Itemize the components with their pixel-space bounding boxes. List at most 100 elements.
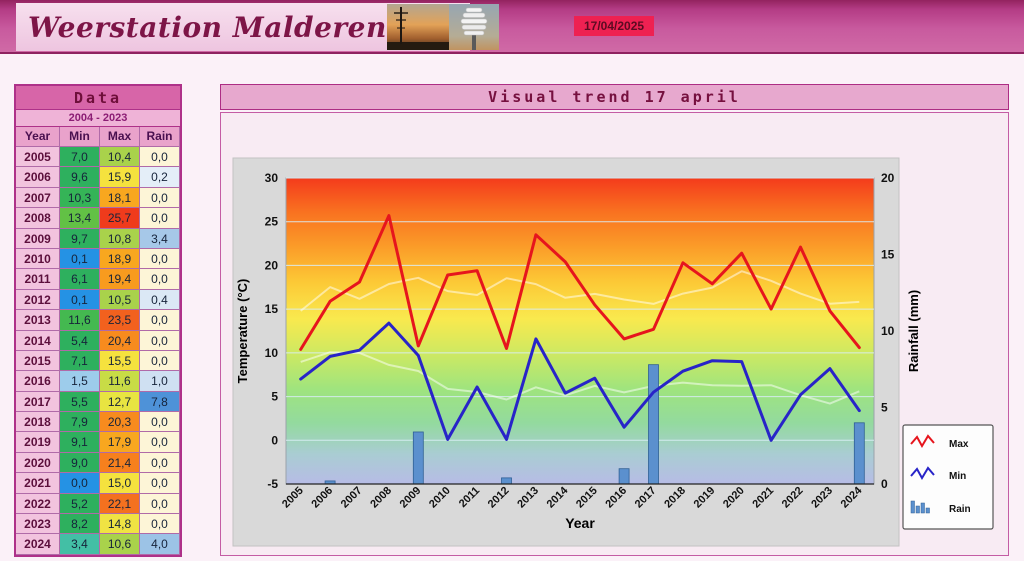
year-cell: 2015 [16, 350, 60, 372]
min-temp-cell: 13,4 [60, 208, 100, 229]
svg-text:-5: -5 [267, 477, 278, 491]
svg-text:30: 30 [265, 171, 279, 185]
max-temp-cell: 22,1 [100, 493, 140, 515]
svg-text:25: 25 [265, 215, 279, 229]
column-header-rain: Rain [140, 127, 180, 146]
min-temp-cell: 8,2 [60, 514, 100, 535]
legend-rain-label: Rain [949, 504, 971, 515]
chart-plot-area [285, 177, 875, 485]
rain-cell: 0,0 [140, 208, 180, 229]
table-row: 2008 13,4 25,7 0,0 [16, 208, 180, 229]
min-line [299, 321, 861, 442]
rain-cell: 0,0 [140, 248, 180, 270]
site-header: Weerstation Malderen [0, 0, 1024, 54]
max-line [299, 214, 861, 351]
max-temp-cell: 18,1 [100, 187, 140, 209]
year-cell: 2024 [16, 534, 60, 555]
rain-cell: 0,0 [140, 412, 180, 433]
table-row: 2022 5,2 22,1 0,0 [16, 493, 180, 515]
max-temp-cell: 15,9 [100, 167, 140, 188]
rain-cell: 0,0 [140, 350, 180, 372]
table-row: 2009 9,7 10,8 3,4 [16, 228, 180, 249]
rain-bars [324, 364, 865, 485]
year-cell: 2022 [16, 493, 60, 515]
site-title-block: Weerstation Malderen [16, 3, 499, 51]
min-temp-cell: 5,5 [60, 391, 100, 413]
data-panel-title: Data [16, 86, 180, 110]
rain-cell: 0,0 [140, 147, 180, 168]
data-panel-subtitle: 2004 - 2023 [16, 110, 180, 127]
year-cell: 2008 [16, 208, 60, 229]
sunset-mast-photo [386, 4, 449, 50]
rainfall-axis-ticks: 20 15 10 5 0 [881, 171, 895, 491]
table-row: 2018 7,9 20,3 0,0 [16, 412, 180, 433]
data-table-header: Year Min Max Rain [16, 127, 180, 147]
year-cell: 2012 [16, 289, 60, 311]
min-temp-cell: 9,7 [60, 228, 100, 249]
year-cell: 2009 [16, 228, 60, 249]
max-temp-cell: 10,4 [100, 147, 140, 168]
table-row: 2013 11,6 23,5 0,0 [16, 310, 180, 331]
year-cell: 2011 [16, 269, 60, 290]
year-cell: 2007 [16, 187, 60, 209]
max-temp-cell: 15,0 [100, 473, 140, 494]
max-temp-cell: 15,5 [100, 350, 140, 372]
date-badge: 17/04/2025 [574, 16, 655, 36]
min-temp-cell: 1,5 [60, 371, 100, 392]
max-temp-cell: 12,7 [100, 391, 140, 413]
data-table-body: 2005 7,0 10,4 0,0 2006 9,6 15,9 0,2 2007 10,3 18,1… [16, 147, 180, 555]
min-temp-cell: 7,0 [60, 147, 100, 168]
min-temp-cell: 0,0 [60, 473, 100, 494]
max-temp-cell: 21,4 [100, 452, 140, 474]
table-row: 2023 8,2 14,8 0,0 [16, 514, 180, 535]
table-row: 2014 5,4 20,4 0,0 [16, 330, 180, 351]
rain-cell: 0,0 [140, 330, 180, 351]
svg-text:0: 0 [271, 433, 278, 447]
rain-cell: 0,0 [140, 452, 180, 474]
table-row: 2005 7,0 10,4 0,0 [16, 147, 180, 168]
svg-text:15: 15 [265, 302, 279, 316]
rain-cell: 3,4 [140, 228, 180, 249]
max-temp-cell: 18,9 [100, 248, 140, 270]
year-cell: 2013 [16, 310, 60, 331]
svg-text:10: 10 [265, 346, 279, 360]
temperature-axis-title: Temperature (°C) [235, 279, 250, 384]
min-temp-cell: 3,4 [60, 534, 100, 555]
max-temp-cell: 10,8 [100, 228, 140, 249]
svg-text:10: 10 [881, 324, 895, 338]
chart-panel-body: 30 25 20 15 10 5 0 -5 20 15 10 5 0 2005 2006 2007 2008 20… [220, 112, 1009, 556]
rain-cell: 0,0 [140, 473, 180, 494]
year-cell: 2016 [16, 371, 60, 392]
year-cell: 2010 [16, 248, 60, 270]
max-temp-cell: 10,6 [100, 534, 140, 555]
rain-cell: 0,0 [140, 493, 180, 515]
min-temp-cell: 9,0 [60, 452, 100, 474]
rain-cell: 0,0 [140, 432, 180, 453]
year-cell: 2006 [16, 167, 60, 188]
table-row: 2010 0,1 18,9 0,0 [16, 248, 180, 270]
min-temp-cell: 9,1 [60, 432, 100, 453]
max-temp-cell: 20,4 [100, 330, 140, 351]
svg-text:5: 5 [271, 390, 278, 404]
temperature-axis-ticks: 30 25 20 15 10 5 0 -5 [265, 171, 279, 491]
radiation-shield-photo [448, 4, 499, 50]
min-temp-cell: 5,2 [60, 493, 100, 515]
rain-cell: 4,0 [140, 534, 180, 555]
min-temp-cell: 7,1 [60, 350, 100, 372]
column-header-max: Max [100, 127, 140, 146]
table-row: 2024 3,4 10,6 4,0 [16, 534, 180, 555]
table-row: 2015 7,1 15,5 0,0 [16, 350, 180, 372]
min-temp-cell: 5,4 [60, 330, 100, 351]
rain-cell: 0,4 [140, 289, 180, 311]
column-header-year: Year [16, 127, 60, 146]
max-temp-cell: 23,5 [100, 310, 140, 331]
legend-rain-bars-icon [910, 500, 930, 514]
max-temp-cell: 17,9 [100, 432, 140, 453]
max-temp-cell: 20,3 [100, 412, 140, 433]
year-cell: 2017 [16, 391, 60, 413]
max-temp-cell: 14,8 [100, 514, 140, 535]
max-temp-cell: 25,7 [100, 208, 140, 229]
table-row: 2007 10,3 18,1 0,0 [16, 187, 180, 209]
trend-curves [300, 270, 860, 405]
chart-legend: Max Min Rain [902, 424, 994, 530]
